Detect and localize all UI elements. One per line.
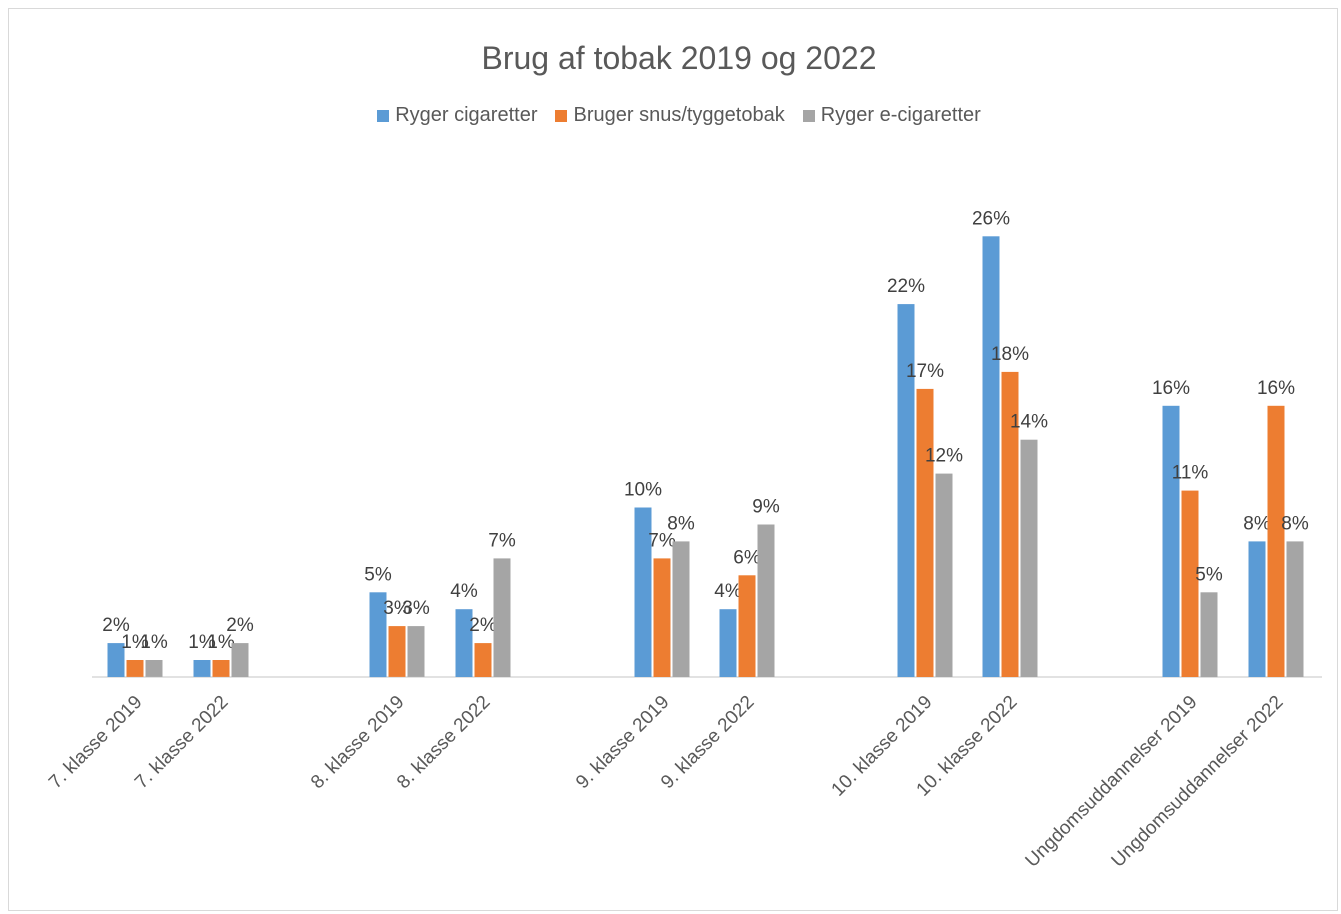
bar-1-series-1 <box>212 660 230 677</box>
bar-2-series-1 <box>388 626 406 677</box>
data-label-9-series-2: 8% <box>1281 513 1309 534</box>
data-label-8-series-1: 11% <box>1172 463 1209 484</box>
bar-7-series-1 <box>1001 371 1019 677</box>
legend-swatch-series-2 <box>802 109 815 122</box>
bar-2-series-2 <box>407 626 425 677</box>
data-label-5-series-0: 4% <box>714 581 742 602</box>
category-label-8: Ungdomsuddannelser 2019 <box>1022 692 1202 872</box>
data-label-9-series-1: 16% <box>1257 378 1295 399</box>
data-label-7-series-0: 26% <box>972 208 1010 229</box>
chart-frame <box>8 8 1338 911</box>
data-label-3-series-0: 4% <box>450 581 478 602</box>
legend-swatch-series-1 <box>555 109 568 122</box>
data-label-6-series-0: 22% <box>887 276 925 297</box>
bar-5-series-0 <box>719 609 737 677</box>
data-label-2-series-2: 3% <box>402 598 430 619</box>
bar-9-series-1 <box>1267 405 1285 677</box>
data-label-6-series-2: 12% <box>925 446 963 467</box>
legend-item-series-1: Bruger snus/tyggetobak <box>555 104 785 127</box>
data-label-4-series-2: 8% <box>667 513 695 534</box>
data-label-1-series-1: 1% <box>207 632 235 653</box>
bar-1-series-2 <box>231 643 249 677</box>
bar-4-series-1 <box>653 558 671 677</box>
data-label-0-series-1: 1% <box>121 632 149 653</box>
legend-label-series-2: Ryger e-cigaretter <box>820 104 981 126</box>
data-label-3-series-2: 7% <box>488 530 516 551</box>
legend-item-series-2: Ryger e-cigaretter <box>802 104 981 127</box>
bar-5-series-1 <box>738 575 756 677</box>
data-label-5-series-2: 9% <box>752 497 780 518</box>
bar-3-series-2 <box>493 558 511 677</box>
data-label-5-series-1: 6% <box>733 547 761 568</box>
bar-8-series-0 <box>1162 405 1180 677</box>
bar-8-series-1 <box>1181 490 1199 677</box>
bar-9-series-0 <box>1248 541 1266 677</box>
data-label-3-series-1: 2% <box>469 615 497 636</box>
bar-7-series-0 <box>982 236 1000 678</box>
bar-0-series-1 <box>126 660 144 677</box>
data-label-8-series-0: 16% <box>1152 378 1190 399</box>
data-label-1-series-2: 2% <box>226 615 254 636</box>
legend: Ryger cigaretter Bruger snus/tyggetobak … <box>0 104 1341 127</box>
bar-4-series-2 <box>672 541 690 677</box>
data-label-4-series-1: 7% <box>648 530 676 551</box>
bar-1-series-0 <box>193 660 211 677</box>
bar-4-series-0 <box>634 507 652 677</box>
data-label-9-series-0: 8% <box>1243 513 1271 534</box>
data-label-0-series-0: 2% <box>102 615 130 636</box>
data-label-4-series-0: 10% <box>624 480 662 501</box>
data-label-8-series-2: 5% <box>1195 564 1223 585</box>
bar-0-series-2 <box>145 660 163 677</box>
bar-6-series-0 <box>897 304 915 677</box>
bar-2-series-0 <box>369 592 387 678</box>
legend-swatch-series-0 <box>377 109 390 122</box>
data-label-6-series-1: 17% <box>906 361 944 382</box>
bar-3-series-0 <box>455 609 473 677</box>
bar-0-series-0 <box>107 643 125 677</box>
data-label-2-series-0: 5% <box>364 564 392 585</box>
legend-label-series-0: Ryger cigaretter <box>395 104 538 126</box>
bar-7-series-2 <box>1020 439 1038 677</box>
category-label-1: 7. klasse 2022 <box>131 692 232 793</box>
data-label-2-series-1: 3% <box>383 598 411 619</box>
category-label-3: 8. klasse 2022 <box>393 692 494 793</box>
category-label-9: Ungdomsuddannelser 2022 <box>1108 692 1288 872</box>
data-label-7-series-1: 18% <box>991 344 1029 365</box>
bar-5-series-2 <box>757 524 775 677</box>
bar-6-series-1 <box>916 388 934 677</box>
data-label-7-series-2: 14% <box>1010 412 1048 433</box>
legend-item-series-0: Ryger cigaretter <box>377 104 537 127</box>
bar-9-series-2 <box>1286 541 1304 677</box>
chart-title: Brug af tobak 2019 og 2022 <box>481 40 877 76</box>
bar-6-series-2 <box>935 473 953 677</box>
data-label-1-series-0: 1% <box>188 632 216 653</box>
data-label-0-series-2: 1% <box>140 632 168 653</box>
bar-8-series-2 <box>1200 592 1218 678</box>
legend-label-series-1: Bruger snus/tyggetobak <box>573 104 785 126</box>
bar-3-series-1 <box>474 643 492 677</box>
